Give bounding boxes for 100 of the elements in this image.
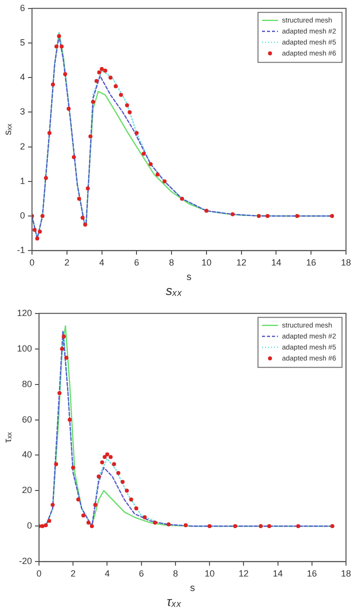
point (100, 460, 104, 464)
x-tick-label: 4 (99, 257, 104, 268)
point (129, 498, 134, 502)
point (32, 228, 37, 232)
point (63, 72, 68, 76)
point (94, 79, 99, 84)
point (54, 462, 58, 466)
point (330, 524, 334, 528)
y-tick-label: 3 (20, 106, 25, 117)
x-tick-label: 18 (340, 568, 352, 578)
x-tick-label: 14 (272, 568, 283, 578)
point (91, 100, 96, 104)
point (96, 474, 101, 479)
x-tick-label: 10 (201, 257, 212, 268)
y-tick-label: 2 (20, 141, 25, 152)
x-tick-label: 4 (104, 568, 110, 578)
point (116, 470, 120, 475)
point (125, 103, 130, 108)
x-tick-label: 6 (138, 568, 144, 578)
point (90, 524, 94, 528)
point (156, 172, 160, 176)
point (230, 212, 235, 216)
y-tick-label: 40 (22, 450, 32, 460)
point (162, 179, 167, 184)
point (57, 34, 62, 38)
point (204, 208, 208, 213)
x-tick-label: 12 (236, 257, 246, 268)
y-tick-label: 6 (20, 2, 25, 13)
point (102, 455, 107, 459)
point (86, 520, 90, 525)
point (124, 488, 129, 493)
point (112, 462, 116, 466)
point (128, 110, 132, 114)
x-tick-label: 0 (36, 568, 42, 578)
point (72, 155, 76, 160)
point (108, 76, 112, 80)
point (142, 515, 147, 520)
y-tick-label: 60 (22, 414, 32, 424)
point (44, 523, 48, 528)
point (40, 524, 44, 528)
point (76, 498, 80, 502)
x-tick-label: 12 (238, 568, 249, 578)
point (166, 522, 171, 526)
x-tick-label: 10 (204, 568, 215, 578)
y-tick-label: 0 (20, 210, 25, 220)
point (66, 106, 71, 111)
x-tick-label: 2 (64, 257, 70, 268)
point (100, 66, 104, 71)
point (71, 466, 76, 470)
x-tick-label: 2 (70, 568, 76, 578)
x-tick-label: 16 (306, 257, 316, 268)
x-tick-label: 14 (271, 257, 282, 268)
x-tick-label: 8 (172, 568, 178, 578)
point (81, 514, 86, 518)
point (256, 214, 261, 218)
point (267, 524, 272, 528)
point (134, 130, 139, 135)
point (93, 502, 98, 507)
point (88, 134, 92, 138)
point (208, 524, 212, 528)
point (68, 418, 72, 422)
point (118, 92, 123, 97)
point (80, 216, 85, 220)
point (114, 84, 118, 88)
point (38, 230, 42, 234)
point (105, 452, 110, 456)
point (54, 44, 58, 48)
y-tick-label: 5 (20, 37, 25, 48)
point (330, 214, 334, 218)
y-tick-label: 80 (22, 378, 32, 389)
point (83, 222, 88, 227)
point (258, 524, 263, 528)
text: τₓₓ (166, 594, 182, 609)
y-tick-label: 1 (20, 176, 25, 186)
y-tick-label: -20 (19, 556, 32, 566)
point (296, 524, 300, 528)
text: sₓₓ (166, 282, 182, 298)
y-tick-label: 100 (16, 343, 32, 354)
point (44, 176, 48, 180)
point (50, 502, 55, 507)
point (120, 480, 125, 484)
point (233, 524, 238, 528)
y-tick-label: 120 (16, 308, 32, 318)
y-tick-label: 20 (22, 485, 32, 496)
point (295, 214, 300, 218)
x-tick-label: 8 (169, 257, 174, 268)
point (180, 196, 184, 201)
y-tick-label: -1 (16, 245, 25, 256)
point (40, 214, 44, 218)
y-axis-title: sₓₓ (2, 123, 14, 136)
point (266, 214, 270, 218)
point (77, 196, 82, 201)
point (103, 68, 108, 73)
x-axis-title: s (186, 272, 192, 284)
point (62, 334, 66, 338)
point (35, 236, 40, 240)
point (184, 523, 188, 528)
point (47, 130, 52, 135)
point (47, 518, 52, 523)
y-axis-title: τₓₓ (2, 432, 14, 443)
